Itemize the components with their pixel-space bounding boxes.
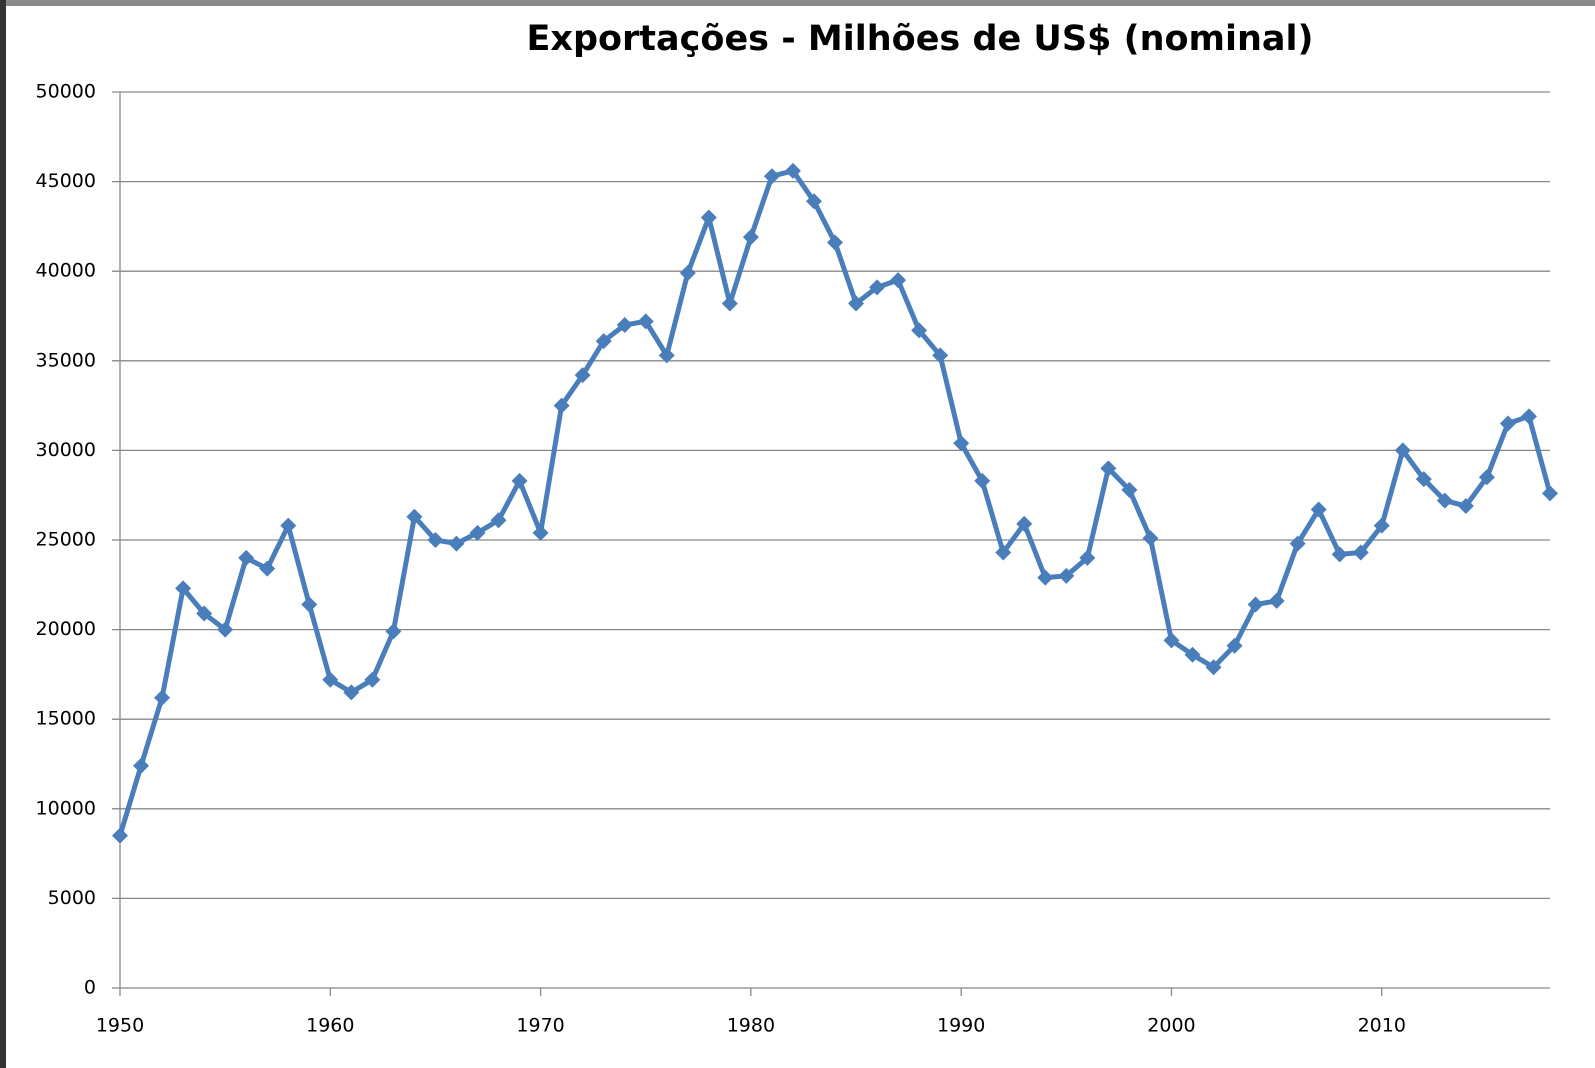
marker (175, 580, 192, 597)
marker (1373, 517, 1390, 534)
marker (364, 671, 381, 688)
marker (1058, 567, 1075, 584)
marker (385, 623, 402, 640)
marker (763, 168, 780, 185)
x-tick-label: 1990 (937, 1015, 985, 1037)
marker (1436, 492, 1453, 509)
marker (1100, 460, 1117, 477)
marker (322, 671, 339, 688)
marker (784, 162, 801, 179)
y-tick-label: 5000 (48, 887, 96, 909)
marker (1331, 546, 1348, 563)
chart-title: Exportações - Milhões de US$ (nominal) (526, 19, 1313, 59)
marker (1478, 469, 1495, 486)
marker (953, 435, 970, 452)
marker (469, 524, 486, 541)
marker (196, 605, 213, 622)
marker (553, 397, 570, 414)
marker (1016, 515, 1033, 532)
marker (343, 684, 360, 701)
y-tick-label: 15000 (36, 708, 96, 730)
marker (511, 472, 528, 489)
marker (490, 512, 507, 529)
marker (259, 560, 276, 577)
x-tick-label: 1950 (96, 1015, 144, 1037)
marker (448, 535, 465, 552)
y-tick-label: 35000 (36, 349, 96, 371)
marker (721, 295, 738, 312)
y-tick-label: 25000 (36, 529, 96, 551)
marker (848, 295, 865, 312)
marker (1037, 569, 1054, 586)
x-tick-label: 1970 (516, 1015, 564, 1037)
y-tick-label: 45000 (36, 170, 96, 192)
top-border (0, 0, 1595, 6)
marker (280, 517, 297, 534)
marker (658, 347, 675, 364)
x-tick-label: 1980 (727, 1015, 775, 1037)
marker (616, 316, 633, 333)
marker (1520, 408, 1537, 425)
marker (574, 367, 591, 384)
marker (1079, 549, 1096, 566)
marker (1499, 415, 1516, 432)
left-border (0, 0, 6, 1068)
y-tick-label: 30000 (36, 439, 96, 461)
marker (974, 472, 991, 489)
marker (679, 264, 696, 281)
x-tick-label: 1960 (306, 1015, 354, 1037)
marker (427, 532, 444, 548)
marker (133, 757, 150, 774)
y-tick-label: 40000 (36, 260, 96, 282)
marker (1226, 637, 1243, 654)
marker (827, 234, 843, 251)
marker (1268, 592, 1285, 609)
marker (1415, 471, 1432, 488)
marker (700, 209, 717, 226)
marker (890, 272, 907, 289)
marker (595, 333, 612, 350)
marker (406, 508, 423, 525)
marker (805, 193, 822, 210)
marker (1542, 485, 1558, 502)
x-tick-label: 2000 (1147, 1015, 1195, 1037)
marker (1457, 497, 1474, 514)
marker (112, 827, 128, 844)
marker (1205, 659, 1222, 676)
y-tick-label: 50000 (36, 81, 96, 103)
marker (217, 621, 234, 638)
y-tick-label: 20000 (36, 618, 96, 640)
marker (637, 313, 654, 330)
marker (995, 544, 1012, 561)
y-tick-label: 10000 (36, 797, 96, 819)
marker (1310, 501, 1327, 518)
x-tick-label: 2010 (1358, 1015, 1406, 1037)
marker (869, 279, 886, 296)
marker (1289, 535, 1306, 552)
marker (932, 347, 949, 364)
marker (1163, 632, 1180, 649)
marker (742, 229, 759, 246)
marker (1352, 544, 1369, 561)
marker (1184, 646, 1201, 663)
y-tick-label: 0 (84, 977, 96, 999)
marker (1142, 530, 1159, 547)
marker (154, 689, 171, 706)
marker (911, 322, 928, 339)
marker (1394, 442, 1411, 459)
marker (301, 596, 318, 613)
marker (1247, 596, 1264, 613)
marker (532, 524, 549, 541)
marker (1121, 481, 1138, 498)
marker (238, 549, 255, 566)
